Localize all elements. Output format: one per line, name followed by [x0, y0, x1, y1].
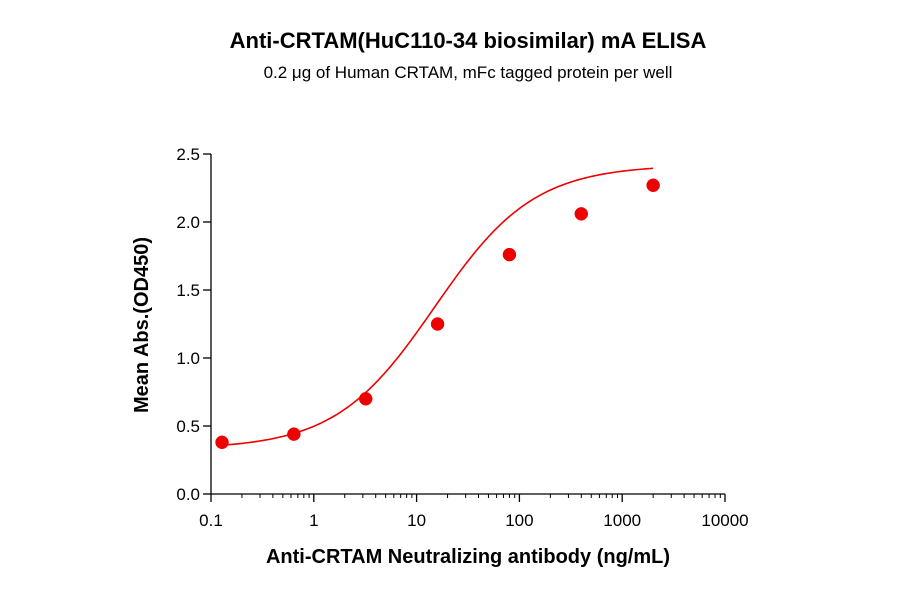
x-tick-label: 100	[505, 511, 533, 530]
data-point	[215, 435, 229, 450]
chart-subtitle: 0.2 μg of Human CRTAM, mFc tagged protei…	[264, 63, 673, 82]
data-point	[574, 207, 589, 221]
chart-title: Anti-CRTAM(HuC110-34 biosimilar) mA ELIS…	[230, 28, 707, 53]
data-points	[215, 178, 660, 450]
data-point	[358, 392, 373, 406]
x-tick-label: 1000	[603, 511, 641, 530]
x-tick-label: 10	[407, 511, 426, 530]
x-axis-label: Anti-CRTAM Neutralizing antibody (ng/mL)	[266, 546, 670, 568]
y-tick-label: 2.0	[176, 213, 200, 232]
y-tick-label: 0.5	[176, 417, 200, 436]
y-axis-label: Mean Abs.(OD450)	[131, 237, 153, 413]
y-tick-label: 2.5	[176, 145, 200, 164]
x-tick-label: 10000	[701, 511, 748, 530]
y-tick-label: 0.0	[176, 485, 200, 504]
axes	[210, 154, 725, 495]
ticks: 0.0 0.5 1.0 1.5 2.0 2.5 0.1 1 10 100 1000 10000	[176, 145, 748, 530]
y-tick-label: 1.5	[176, 281, 200, 300]
data-point	[430, 317, 445, 331]
data-point	[646, 178, 660, 193]
data-point	[287, 427, 301, 441]
y-tick-label: 1.0	[176, 349, 200, 368]
x-tick-label: 0.1	[199, 511, 223, 530]
data-point	[502, 247, 517, 262]
x-tick-label: 1	[309, 511, 318, 530]
fit-curve-layer	[221, 167, 654, 447]
fit-curve	[221, 167, 654, 447]
